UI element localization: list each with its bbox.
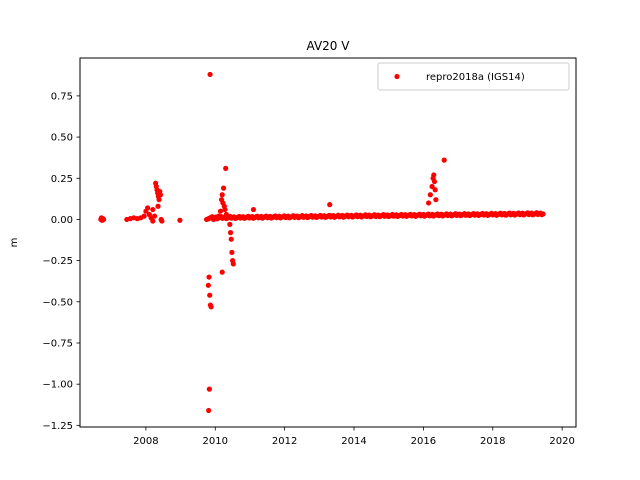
data-point [156, 197, 162, 203]
data-point [433, 197, 439, 203]
x-tick-label: 2012 [272, 436, 297, 447]
data-point [100, 216, 107, 223]
legend-marker [394, 73, 400, 80]
x-tick-label: 2014 [341, 436, 366, 447]
data-point [204, 216, 210, 223]
data-point [151, 213, 158, 219]
data-point [141, 213, 147, 219]
data-point [250, 206, 257, 213]
data-point [425, 200, 432, 206]
data-point [229, 249, 235, 255]
data-point [177, 217, 183, 223]
data-point [230, 261, 236, 267]
y-tick-label: −1.00 [42, 380, 73, 391]
data-point [219, 269, 225, 275]
legend-label: repro2018a (IGS14) [426, 72, 525, 83]
y-tick-label: 0.75 [51, 91, 73, 102]
y-axis-label-group: m [9, 238, 20, 248]
data-point [431, 178, 438, 185]
y-tick-label: −0.25 [42, 256, 73, 267]
data-point [207, 292, 213, 298]
trend-point [540, 211, 546, 217]
data-point [150, 218, 156, 224]
x-tick-label: 2018 [480, 436, 505, 447]
y-tick-label: 0.00 [51, 215, 73, 226]
data-point [159, 218, 165, 224]
data-point [429, 183, 435, 190]
data-point [228, 236, 234, 242]
y-tick-label: 0.50 [51, 133, 73, 144]
y-tick-label: −0.50 [42, 297, 73, 308]
data-point [155, 203, 161, 209]
y-axis-label: m [9, 238, 20, 248]
data-point [220, 185, 227, 191]
legend: repro2018a (IGS14) [377, 62, 570, 91]
chart-title: AV20 V [307, 39, 351, 53]
legend-box [377, 62, 570, 91]
data-point [207, 71, 213, 78]
plot-area [98, 71, 546, 414]
plot-frame [79, 57, 577, 428]
y-tick-label: 0.25 [51, 174, 73, 185]
data-point [217, 208, 224, 214]
data-point [150, 206, 156, 213]
y-tick-label: −1.25 [42, 421, 73, 432]
data-point [223, 165, 229, 171]
data-point [216, 213, 222, 219]
x-tick-label: 2008 [133, 436, 158, 447]
x-tick-label: 2020 [549, 436, 574, 447]
data-point [157, 192, 164, 198]
data-point [327, 202, 333, 208]
x-tick-label: 2010 [203, 436, 228, 447]
data-point [219, 192, 225, 198]
data-point [441, 157, 447, 163]
data-point [206, 386, 212, 392]
data-point [145, 205, 151, 211]
data-point [427, 192, 433, 198]
x-tick-label: 2016 [411, 436, 436, 447]
data-point [222, 206, 228, 213]
data-point [205, 282, 211, 288]
data-point [432, 187, 438, 193]
data-point [227, 221, 233, 227]
y-tick-label: −0.75 [42, 338, 73, 349]
data-point [223, 211, 229, 218]
data-point [206, 274, 212, 280]
data-point [431, 172, 437, 178]
data-point [227, 230, 234, 236]
data-point [206, 407, 212, 414]
axis-ticks: 2008 2010 2012 2014 2016 2018 2020 −1.25 −1.00 −0… [42, 91, 575, 447]
data-point [208, 304, 214, 310]
